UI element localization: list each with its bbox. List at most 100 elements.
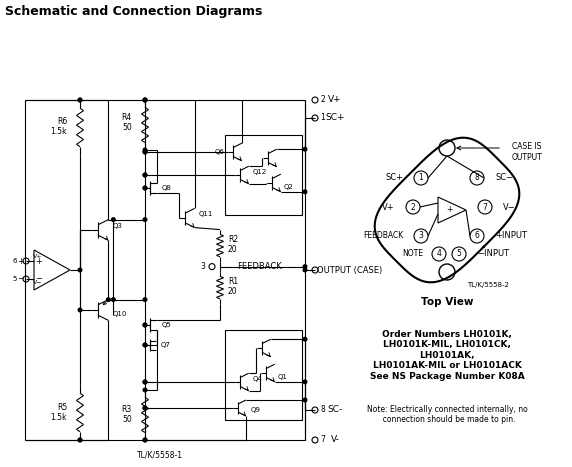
- Bar: [225, 135, 302, 215]
- Text: Q10: Q10: [113, 311, 128, 317]
- Circle shape: [143, 98, 147, 102]
- Text: TL/K/5558-2: TL/K/5558-2: [467, 282, 509, 288]
- Text: V+: V+: [328, 95, 342, 105]
- Text: 8: 8: [475, 174, 479, 183]
- Circle shape: [78, 98, 82, 102]
- Text: Q4: Q4: [253, 375, 263, 382]
- Text: V-: V-: [331, 436, 339, 445]
- Circle shape: [143, 343, 147, 347]
- Text: 2: 2: [411, 203, 415, 212]
- Text: Q8: Q8: [162, 185, 172, 191]
- Bar: [225, 330, 302, 420]
- Text: V−: V−: [503, 203, 516, 212]
- Text: −INPUT: −INPUT: [477, 249, 509, 259]
- Circle shape: [143, 406, 147, 410]
- Text: CASE IS
OUTPUT: CASE IS OUTPUT: [512, 142, 543, 162]
- Text: −: −: [35, 275, 42, 283]
- Text: 6: 6: [475, 232, 479, 241]
- Circle shape: [303, 265, 307, 269]
- Circle shape: [303, 268, 307, 272]
- Text: 8: 8: [321, 405, 325, 415]
- Circle shape: [143, 380, 147, 384]
- Text: Q2: Q2: [284, 184, 293, 190]
- Circle shape: [143, 323, 147, 327]
- Text: NOTE: NOTE: [402, 249, 423, 259]
- Text: R4: R4: [122, 113, 132, 122]
- Circle shape: [143, 186, 147, 190]
- Circle shape: [143, 186, 147, 190]
- Text: −: −: [18, 275, 25, 283]
- Circle shape: [143, 173, 147, 177]
- Text: 5: 5: [13, 276, 17, 282]
- Circle shape: [143, 150, 147, 154]
- Circle shape: [143, 323, 147, 327]
- Text: +: +: [18, 256, 25, 266]
- Circle shape: [143, 438, 147, 442]
- Circle shape: [143, 148, 147, 152]
- Text: 7: 7: [483, 203, 487, 212]
- Circle shape: [143, 438, 147, 442]
- Circle shape: [78, 98, 82, 102]
- Circle shape: [78, 308, 82, 312]
- Circle shape: [303, 380, 307, 383]
- Text: Q11: Q11: [199, 212, 213, 218]
- Circle shape: [106, 298, 110, 301]
- Text: TL/K/5558-1: TL/K/5558-1: [137, 451, 183, 460]
- Circle shape: [143, 218, 147, 221]
- Circle shape: [143, 98, 147, 102]
- Circle shape: [303, 337, 307, 341]
- Text: V+: V+: [382, 203, 395, 212]
- Circle shape: [78, 438, 82, 442]
- Circle shape: [112, 298, 115, 301]
- Text: 6: 6: [13, 258, 17, 264]
- Text: Q9: Q9: [251, 407, 261, 413]
- Text: R6: R6: [57, 118, 67, 127]
- Circle shape: [112, 218, 115, 221]
- Text: Q5: Q5: [162, 322, 172, 328]
- Text: R2: R2: [228, 235, 238, 244]
- Text: 20: 20: [228, 287, 237, 296]
- Text: 1.5k: 1.5k: [50, 127, 67, 136]
- Circle shape: [303, 148, 307, 151]
- Circle shape: [78, 438, 82, 442]
- Text: 1: 1: [419, 174, 423, 183]
- Text: 2: 2: [321, 95, 325, 105]
- Text: V−: V−: [33, 281, 43, 285]
- Circle shape: [143, 173, 147, 177]
- Text: FEEDBACK: FEEDBACK: [237, 262, 283, 271]
- Text: 3: 3: [419, 232, 423, 241]
- Circle shape: [143, 98, 147, 102]
- Text: 50: 50: [122, 123, 132, 133]
- Circle shape: [303, 190, 307, 194]
- Text: R5: R5: [57, 403, 67, 411]
- Text: +: +: [446, 205, 452, 214]
- Text: 4: 4: [436, 249, 442, 259]
- Text: R3: R3: [122, 405, 132, 415]
- Text: Q3: Q3: [113, 223, 123, 229]
- Text: R1: R1: [228, 277, 238, 286]
- Circle shape: [143, 388, 147, 392]
- Text: 50: 50: [122, 416, 132, 425]
- Text: SC+: SC+: [385, 174, 403, 183]
- Text: +: +: [35, 256, 42, 266]
- Text: SC+: SC+: [325, 113, 345, 122]
- Text: +INPUT: +INPUT: [495, 232, 527, 241]
- Text: OUTPUT (CASE): OUTPUT (CASE): [317, 266, 383, 275]
- Text: V+: V+: [33, 255, 43, 260]
- Text: Note: Electrically connected internally, no
  connection should be made to pin.: Note: Electrically connected internally,…: [367, 405, 527, 425]
- Text: Order Numbers LH0101K,
LH0101K-MIL, LH0101CK,
LH0101AK,
LH0101AK-MIL or LH0101AC: Order Numbers LH0101K, LH0101K-MIL, LH01…: [370, 330, 525, 381]
- Text: 3: 3: [200, 262, 205, 271]
- Circle shape: [303, 398, 307, 402]
- Text: 5: 5: [456, 249, 462, 259]
- Text: 1: 1: [321, 113, 325, 122]
- Text: Top View: Top View: [421, 297, 473, 307]
- Circle shape: [143, 298, 147, 301]
- Circle shape: [143, 406, 147, 410]
- Circle shape: [143, 150, 147, 154]
- Circle shape: [143, 343, 147, 347]
- Text: 20: 20: [228, 245, 237, 254]
- Text: 7: 7: [320, 436, 325, 445]
- Text: Q6: Q6: [214, 149, 224, 155]
- Text: SC−: SC−: [495, 174, 513, 183]
- Circle shape: [78, 268, 82, 272]
